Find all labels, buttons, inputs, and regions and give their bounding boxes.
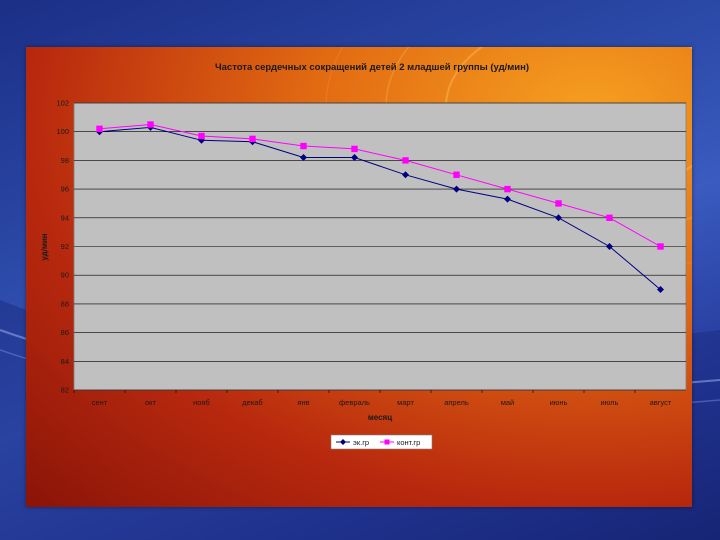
slide-panel: Частота сердечных сокращений детей 2 мла… bbox=[26, 47, 692, 507]
x-axis-ticks: сент окт нояб декаб янв февраль март апрель май и… bbox=[73, 390, 672, 407]
series-kont-point bbox=[606, 214, 613, 221]
y-tick-label: 86 bbox=[61, 328, 69, 337]
x-axis-title: месяц bbox=[368, 413, 392, 422]
y-tick-label: 88 bbox=[61, 299, 69, 308]
series-kont-point bbox=[504, 185, 511, 193]
series-ek-point bbox=[657, 286, 664, 294]
x-tick-label: июнь bbox=[550, 398, 568, 407]
x-tick-label: март bbox=[397, 398, 414, 407]
series-ek-point bbox=[606, 243, 613, 250]
y-axis-title: уд/мин bbox=[40, 233, 49, 260]
series-kont-point bbox=[300, 142, 307, 150]
series-kont-point bbox=[657, 243, 664, 250]
x-tick-label: декаб bbox=[242, 398, 262, 407]
legend-label-kont: конт.гр bbox=[397, 438, 420, 447]
series-kont-line bbox=[99, 123, 661, 247]
series-ek-point bbox=[555, 214, 562, 222]
y-tick-label: 84 bbox=[61, 357, 69, 366]
y-tick-label: 96 bbox=[61, 185, 69, 194]
y-tick-label: 98 bbox=[61, 156, 69, 165]
x-tick-label: февраль bbox=[339, 398, 370, 407]
y-tick-label: 100 bbox=[56, 127, 69, 136]
y-tick-label: 102 bbox=[56, 99, 69, 108]
y-tick-label: 82 bbox=[61, 386, 69, 395]
x-tick-label: янв bbox=[297, 398, 309, 407]
x-tick-label: окт bbox=[145, 398, 157, 407]
series-ek-point bbox=[504, 195, 511, 203]
chart-title: Частота сердечных сокращений детей 2 мла… bbox=[215, 62, 529, 73]
series-kont-point bbox=[198, 132, 205, 140]
chart: Частота сердечных сокращений детей 2 мла… bbox=[40, 62, 687, 450]
legend: эк.гр конт.гр bbox=[330, 434, 433, 450]
x-tick-label: июль bbox=[601, 398, 619, 407]
legend-marker-ek bbox=[340, 439, 346, 445]
y-tick-label: 92 bbox=[61, 242, 69, 251]
y-axis-ticks: 82 84 86 88 90 92 94 96 98 100 102 bbox=[56, 99, 69, 395]
x-tick-label: сент bbox=[92, 398, 108, 407]
series-kont-point bbox=[249, 135, 256, 143]
series-kont-point bbox=[351, 145, 358, 153]
series-ek-line bbox=[99, 126, 661, 290]
series-ek-point bbox=[300, 154, 307, 162]
series-kont-point bbox=[402, 157, 409, 164]
series-kont-point bbox=[96, 125, 103, 133]
y-tick-label: 94 bbox=[61, 213, 69, 222]
series-layer bbox=[96, 121, 664, 294]
legend-label-ek: эк.гр bbox=[353, 438, 369, 447]
x-tick-label: август bbox=[650, 398, 672, 407]
series-kont-point bbox=[453, 171, 460, 178]
series-ek-point bbox=[351, 154, 358, 162]
series-ek-point bbox=[453, 185, 460, 193]
series-kont-point bbox=[147, 121, 154, 128]
x-tick-label: май bbox=[501, 398, 515, 407]
legend-marker-kont bbox=[384, 439, 390, 445]
series-kont-point bbox=[555, 200, 562, 207]
series-ek-point bbox=[402, 171, 409, 179]
y-tick-label: 90 bbox=[61, 271, 69, 280]
x-tick-label: нояб bbox=[193, 398, 210, 407]
x-tick-label: апрель bbox=[444, 398, 469, 407]
